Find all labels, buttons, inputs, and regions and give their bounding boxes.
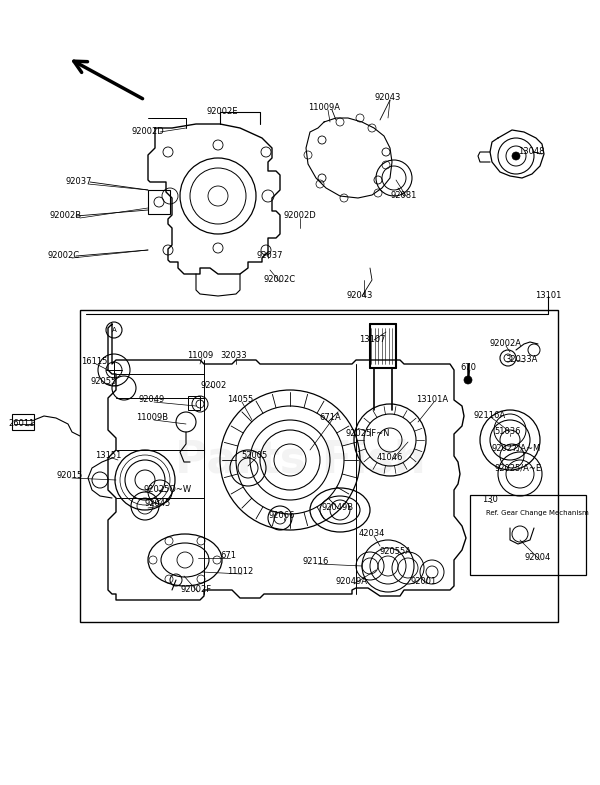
Bar xyxy=(470,495,586,575)
Text: 671A: 671A xyxy=(319,414,341,422)
Text: 11009A: 11009A xyxy=(308,104,340,112)
Text: 670: 670 xyxy=(460,363,476,373)
Text: 92025F~N: 92025F~N xyxy=(346,429,390,439)
Text: 32033: 32033 xyxy=(221,352,247,360)
Text: 11009: 11009 xyxy=(187,352,213,360)
Text: 92002C: 92002C xyxy=(48,251,80,261)
Text: 92049A: 92049A xyxy=(336,578,368,586)
Text: 42034: 42034 xyxy=(359,530,385,539)
Circle shape xyxy=(512,152,520,160)
Text: A: A xyxy=(112,327,116,333)
Text: 92055A: 92055A xyxy=(380,547,412,557)
Bar xyxy=(12,414,34,430)
Text: 41046: 41046 xyxy=(377,454,403,462)
Text: 92037: 92037 xyxy=(66,177,92,187)
Text: 92049: 92049 xyxy=(139,396,165,404)
Text: 14055: 14055 xyxy=(227,396,253,404)
Text: Parts Fish: Parts Fish xyxy=(175,439,425,481)
Text: 16115: 16115 xyxy=(81,357,107,367)
Text: 13101: 13101 xyxy=(535,291,561,301)
Text: 92002E: 92002E xyxy=(206,108,238,116)
Text: 92081: 92081 xyxy=(391,191,417,199)
Bar xyxy=(80,310,558,622)
Bar xyxy=(188,396,200,410)
Text: 13048: 13048 xyxy=(518,148,544,156)
Text: 92055: 92055 xyxy=(91,378,117,386)
Text: 26011: 26011 xyxy=(9,419,35,429)
Text: 130: 130 xyxy=(482,495,498,505)
Text: 92045: 92045 xyxy=(145,499,171,509)
Text: 92002C: 92002C xyxy=(264,276,296,284)
Circle shape xyxy=(464,376,472,384)
Text: 92002A: 92002A xyxy=(489,339,521,349)
Text: 92027/A~M: 92027/A~M xyxy=(491,444,541,452)
Text: 13151: 13151 xyxy=(95,451,121,459)
Text: 92049B: 92049B xyxy=(322,503,354,513)
Text: 92043: 92043 xyxy=(375,93,401,101)
Text: 92037: 92037 xyxy=(257,251,283,261)
Text: 92002B: 92002B xyxy=(50,211,82,221)
Text: 92066: 92066 xyxy=(269,512,295,520)
Text: 92001: 92001 xyxy=(411,578,437,586)
Text: 92116A: 92116A xyxy=(474,411,506,421)
Bar xyxy=(148,190,170,214)
Text: Ref. Gear Change Mechanism: Ref. Gear Change Mechanism xyxy=(485,510,589,516)
Text: 92002F: 92002F xyxy=(181,586,212,594)
Text: 11009B: 11009B xyxy=(136,414,168,422)
Text: 92002: 92002 xyxy=(201,382,227,390)
Text: 92043: 92043 xyxy=(347,290,373,300)
Text: 13101A: 13101A xyxy=(416,396,448,404)
Text: 92002D: 92002D xyxy=(284,211,316,221)
Text: 11012: 11012 xyxy=(227,568,253,576)
Text: 671: 671 xyxy=(220,552,236,560)
Text: 92025O~W: 92025O~W xyxy=(144,485,192,495)
Text: 32033A: 32033A xyxy=(505,356,537,364)
Text: 92025/A~E: 92025/A~E xyxy=(494,463,542,473)
Text: 13107: 13107 xyxy=(359,335,385,345)
Text: 51036: 51036 xyxy=(495,428,521,436)
Text: 92004: 92004 xyxy=(525,553,551,563)
Text: 52005: 52005 xyxy=(241,451,267,461)
Text: 92116: 92116 xyxy=(303,557,329,567)
Text: 92002D: 92002D xyxy=(131,127,164,137)
Text: 92015: 92015 xyxy=(57,472,83,480)
